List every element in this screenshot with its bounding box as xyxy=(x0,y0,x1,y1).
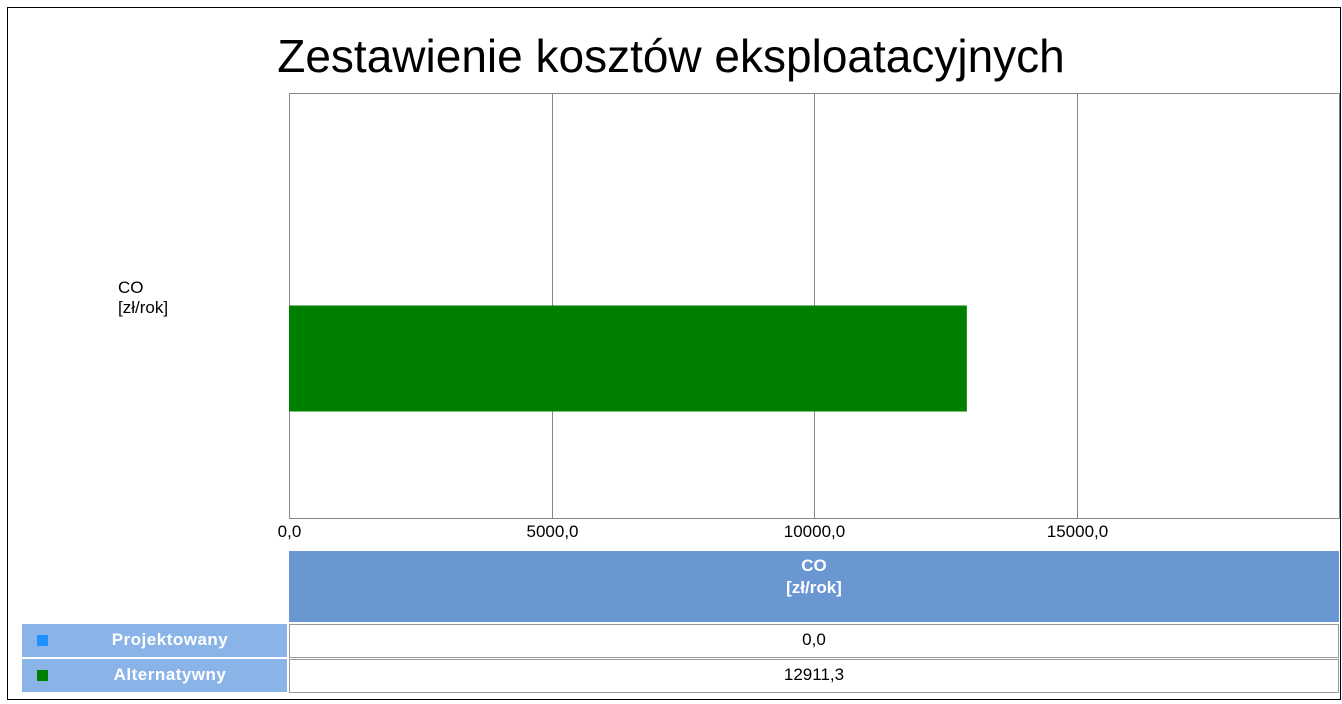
table-value: 0,0 xyxy=(802,630,826,649)
table-header-cell xyxy=(289,551,1339,622)
outer-frame xyxy=(7,7,1341,700)
table-cell xyxy=(289,624,1339,658)
y-tick-label: CO [zł/rok] xyxy=(118,277,169,317)
chart-title: Zestawienie kosztów eksploatacyjnych xyxy=(277,30,1065,82)
legend-swatch xyxy=(37,635,48,646)
legend-cell xyxy=(22,624,287,657)
x-tick-label: 10000,0 xyxy=(783,522,846,541)
legend-label: Alternatywny xyxy=(113,665,227,684)
legend-label: Projektowany xyxy=(111,630,229,649)
x-tick-label: 15000,0 xyxy=(1046,522,1109,541)
bar xyxy=(289,305,967,412)
x-tick-label: 0,0 xyxy=(277,522,302,541)
legend-cell xyxy=(22,659,287,692)
legend-swatch xyxy=(37,670,48,681)
table-value: 12911,3 xyxy=(783,665,845,684)
table-cell xyxy=(289,659,1339,693)
x-tick-label: 5000,0 xyxy=(526,522,579,541)
table-header-label: CO [zł/rok] xyxy=(786,556,842,597)
